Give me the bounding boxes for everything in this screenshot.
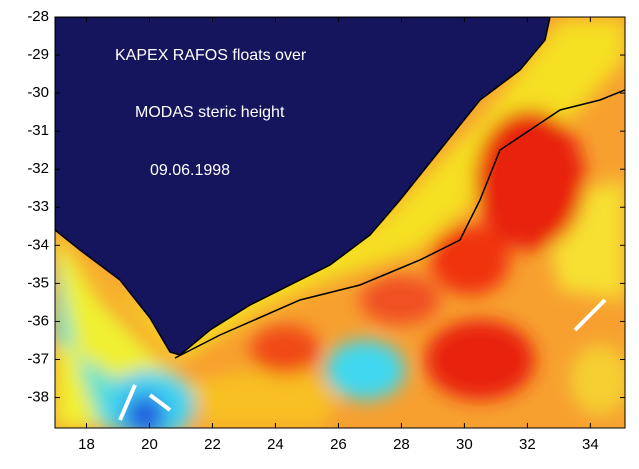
y-tick-label: -35 <box>27 274 49 291</box>
x-tick-label: 26 <box>330 436 347 453</box>
y-tick-label: -28 <box>27 8 49 25</box>
height-field <box>55 20 625 428</box>
annotation: MODAS steric height <box>135 104 285 121</box>
y-tick-label: -34 <box>27 236 49 253</box>
y-tick-label: -29 <box>27 46 49 63</box>
isobath <box>174 89 625 359</box>
y-tick-label: -36 <box>27 312 49 329</box>
annotation: 09.06.1998 <box>150 162 230 179</box>
x-tick-label: 20 <box>141 436 158 453</box>
y-tick-label: -31 <box>27 122 49 139</box>
field <box>55 17 625 428</box>
y-tick-label: -38 <box>27 389 49 406</box>
y-tick-label: -33 <box>27 198 49 215</box>
x-tick-label: 34 <box>582 436 599 453</box>
float-track <box>118 298 607 421</box>
annotation: KAPEX RAFOS floats over <box>115 47 307 64</box>
x-tick-label: 32 <box>519 436 536 453</box>
x-tick-label: 30 <box>456 436 473 453</box>
land <box>55 17 551 356</box>
x-tick-label: 24 <box>267 436 284 453</box>
y-tick-label: -37 <box>27 350 49 367</box>
x-tick-label: 22 <box>204 436 221 453</box>
plot-frame <box>54 16 626 429</box>
y-tick-label: -30 <box>27 84 49 101</box>
x-tick-label: 28 <box>393 436 410 453</box>
y-tick-label: -32 <box>27 160 49 177</box>
x-tick-label: 18 <box>78 436 95 453</box>
